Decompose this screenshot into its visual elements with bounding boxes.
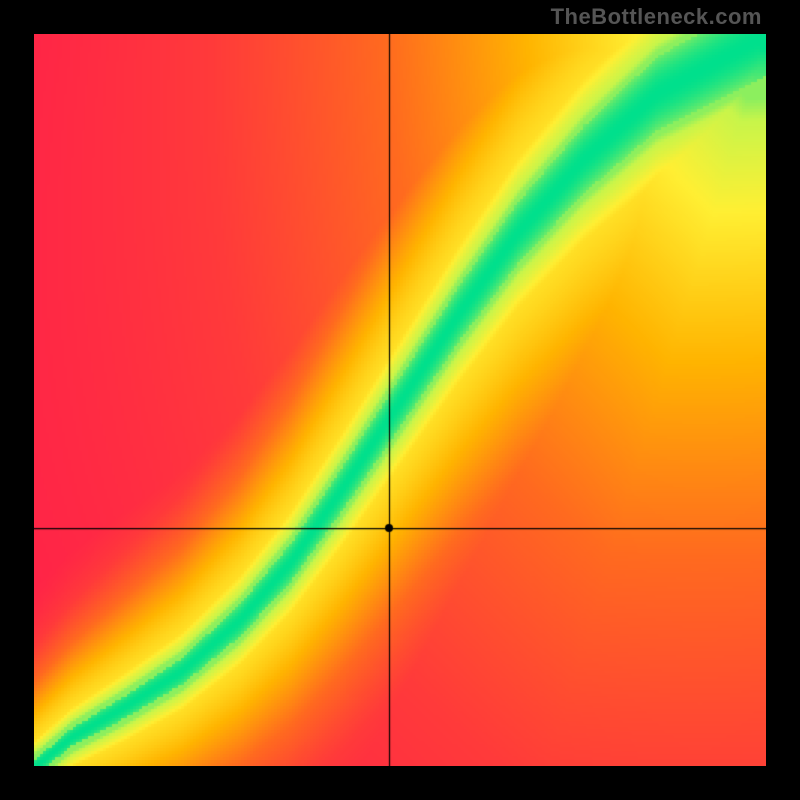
watermark-text: TheBottleneck.com xyxy=(551,4,762,30)
bottleneck-heatmap xyxy=(34,34,766,766)
chart-container: TheBottleneck.com xyxy=(0,0,800,800)
